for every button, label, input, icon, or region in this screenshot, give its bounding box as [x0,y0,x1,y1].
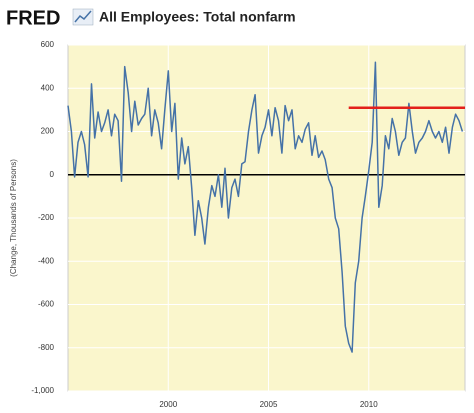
logo-icon [72,8,94,26]
data-line [67,61,464,353]
y-tick-label: -1,000 [31,386,54,395]
y-tick-label: -200 [38,213,55,222]
x-tick-label: 2005 [260,400,278,409]
y-axis-label: (Change, Thousands of Persons) [9,159,18,277]
y-tick-label: -600 [38,300,55,309]
y-tick-label: 600 [41,40,55,49]
y-tick-label: 0 [50,170,55,179]
logo: FRED [6,7,60,29]
y-tick-label: -800 [38,343,55,352]
x-tick-label: 2010 [360,400,378,409]
chart-title: All Employees: Total nonfarm [99,9,296,25]
x-tick-label: 2000 [159,400,177,409]
y-tick-label: -400 [38,256,55,265]
y-tick-label: 200 [41,127,55,136]
y-tick-label: 400 [41,83,55,92]
